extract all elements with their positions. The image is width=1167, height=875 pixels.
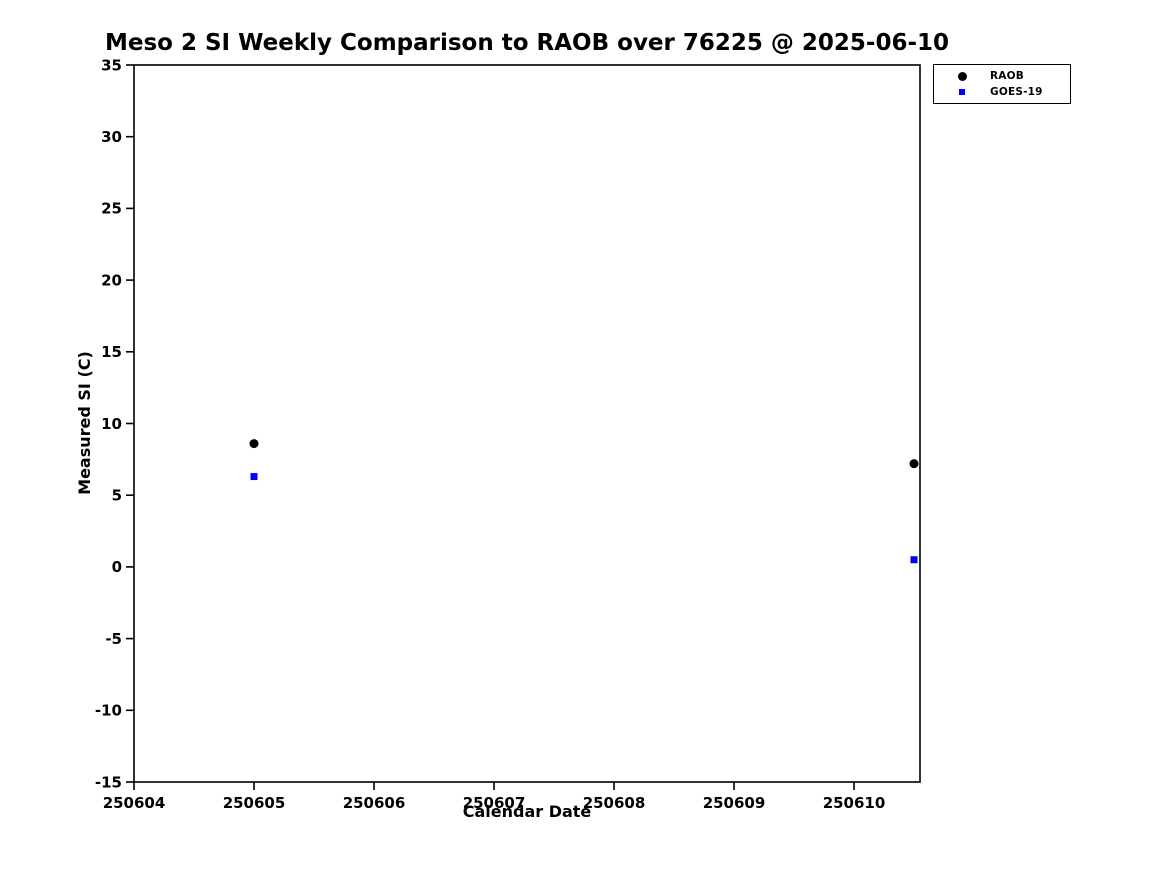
axes-group: -15 -10 -5 0 5 10 15 20 25 30 35 250604 250605 250606… (95, 56, 921, 812)
goes19-square-marker-icon (959, 89, 965, 95)
y-tick-label: 15 (101, 343, 122, 361)
legend-label-goes19: GOES-19 (990, 86, 1043, 98)
x-tick-label: 250609 (703, 794, 766, 812)
y-tick-label: 10 (101, 415, 122, 433)
legend-entry-raob: RAOB (934, 68, 1070, 84)
data-point-goes-19 (910, 556, 918, 564)
data-point-raob (249, 439, 259, 449)
y-tick-label: 20 (101, 271, 122, 289)
x-tick-label: 250610 (823, 794, 886, 812)
y-axis-label: Measured SI (C) (75, 351, 94, 495)
axes-box (133, 64, 921, 783)
raob-circle-marker-icon (957, 71, 967, 81)
y-tick-label: -5 (105, 630, 122, 648)
x-tick-label: 250608 (583, 794, 646, 812)
y-tick-label: 0 (112, 558, 122, 576)
y-tick-label: 5 (112, 486, 122, 504)
legend-entry-goes19: GOES-19 (934, 84, 1070, 100)
data-points-group (249, 439, 919, 564)
data-point-goes-19 (250, 473, 258, 481)
legend: RAOB GOES-19 (933, 64, 1071, 104)
y-tick-label: -15 (95, 773, 122, 791)
x-tick-label: 250605 (223, 794, 286, 812)
legend-label-raob: RAOB (990, 70, 1024, 82)
x-tick-label: 250604 (103, 794, 166, 812)
y-tick-label: 30 (101, 128, 122, 146)
x-tick-label: 250607 (463, 794, 526, 812)
data-point-raob (909, 459, 919, 469)
chart-title: Meso 2 SI Weekly Comparison to RAOB over… (104, 30, 950, 56)
y-tick-label: 25 (101, 200, 122, 218)
y-tick-label: 35 (101, 56, 122, 74)
x-tick-label: 250606 (343, 794, 406, 812)
y-tick-label: -10 (95, 702, 122, 720)
x-axis-label: Calendar Date (462, 802, 592, 821)
